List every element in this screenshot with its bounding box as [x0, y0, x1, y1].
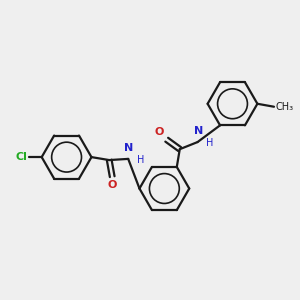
Text: N: N — [124, 143, 134, 153]
Text: H: H — [136, 155, 144, 165]
Text: N: N — [194, 126, 203, 136]
Text: Cl: Cl — [16, 152, 28, 162]
Text: O: O — [155, 127, 164, 137]
Text: O: O — [107, 180, 117, 190]
Text: CH₃: CH₃ — [276, 102, 294, 112]
Text: H: H — [206, 138, 213, 148]
